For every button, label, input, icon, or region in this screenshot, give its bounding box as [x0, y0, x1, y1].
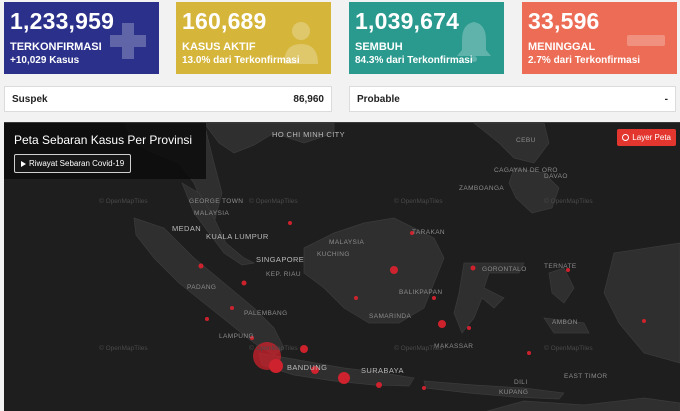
map-canvas[interactable]	[4, 123, 680, 411]
summary-cards: 1,233,959 TERKONFIRMASI +10,029 Kasus 16…	[4, 2, 677, 74]
recovered-label: SEMBUH	[355, 41, 403, 53]
city-kl: KUALA LUMPUR	[206, 232, 269, 241]
city-samarinda: SAMARINDA	[369, 313, 412, 320]
suspek-stat: Suspek 86,960	[4, 86, 332, 112]
attribution-6: © OpenMapTiles	[249, 345, 298, 352]
probable-label: Probable	[357, 93, 400, 105]
attribution-1: © OpenMapTiles	[99, 198, 148, 205]
city-georgetown: GEORGE TOWN	[189, 198, 244, 205]
map-title-panel: Peta Sebaran Kasus Per Provinsi Riwayat …	[4, 123, 206, 179]
active-sub: 13.0% dari Terkonfirmasi	[182, 55, 300, 66]
city-davao: DAVAO	[544, 173, 568, 180]
deaths-label: MENINGGAL	[528, 41, 596, 53]
probable-stat: Probable -	[349, 86, 676, 112]
card-confirmed: 1,233,959 TERKONFIRMASI +10,029 Kasus	[4, 2, 159, 74]
city-kep-riau: KEP. RIAU	[266, 271, 301, 278]
layers-icon	[622, 134, 630, 141]
minus-icon	[627, 35, 665, 46]
card-active: 160,689 KASUS AKTIF 13.0% dari Terkonfir…	[176, 2, 331, 74]
card-deaths: 33,596 MENINGGAL 2.7% dari Terkonfirmasi	[522, 2, 677, 74]
province-map[interactable]: HO CHI MINH CITY GEORGE TOWN MALAYSIA MA…	[4, 122, 680, 411]
city-tarakan: TARAKAN	[412, 229, 446, 236]
city-gorontalo: GORONTALO	[482, 266, 527, 273]
city-dili: DILI	[514, 379, 528, 386]
layer-button-label: Layer Peta	[632, 133, 671, 142]
plus-icon	[110, 23, 146, 59]
city-zamboanga: ZAMBOANGA	[459, 185, 505, 192]
history-button[interactable]: Riwayat Sebaran Covid-19	[14, 154, 132, 173]
city-palembang: PALEMBANG	[244, 310, 288, 317]
attribution-4: © OpenMapTiles	[544, 198, 593, 205]
city-medan: MEDAN	[172, 224, 202, 233]
city-bandung: BANDUNG	[287, 363, 328, 372]
city-cagayan: CAGAYAN DE ORO	[494, 167, 558, 174]
active-value: 160,689	[182, 8, 267, 34]
city-balikpapan: BALIKPAPAN	[399, 289, 443, 296]
play-icon	[21, 160, 26, 167]
map-title: Peta Sebaran Kasus Per Provinsi	[14, 133, 193, 147]
confirmed-label: TERKONFIRMASI	[10, 41, 102, 53]
deaths-value: 33,596	[528, 8, 600, 34]
city-makassar: MAKASSAR	[434, 343, 474, 350]
attribution-2: © OpenMapTiles	[249, 198, 298, 205]
attribution-7: © OpenMapTiles	[394, 345, 443, 352]
city-east-timor: EAST TIMOR	[564, 373, 608, 380]
city-ambon: AMBON	[552, 319, 578, 326]
recovered-value: 1,039,674	[355, 8, 460, 34]
suspek-value: 86,960	[293, 93, 324, 105]
doctor-icon	[284, 22, 318, 64]
city-padang: PADANG	[187, 284, 217, 291]
card-recovered: 1,039,674 SEMBUH 84.3% dari Terkonfirmas…	[349, 2, 504, 74]
city-kuching: KUCHING	[317, 251, 350, 258]
attribution-8: © OpenMapTiles	[544, 345, 593, 352]
layer-button[interactable]: Layer Peta	[617, 129, 676, 146]
deaths-sub: 2.7% dari Terkonfirmasi	[528, 55, 641, 66]
attribution-3: © OpenMapTiles	[394, 198, 443, 205]
bell-icon	[457, 22, 491, 62]
confirmed-value: 1,233,959	[10, 8, 115, 34]
attribution-5: © OpenMapTiles	[99, 345, 148, 352]
history-button-label: Riwayat Sebaran Covid-19	[29, 159, 125, 168]
city-cebu: CEBU	[516, 137, 536, 144]
active-label: KASUS AKTIF	[182, 41, 256, 53]
city-malaysia-2: MALAYSIA	[329, 239, 365, 246]
recovered-sub: 84.3% dari Terkonfirmasi	[355, 55, 473, 66]
city-singapore: SINGAPORE	[256, 255, 305, 264]
city-malaysia: MALAYSIA	[194, 210, 230, 217]
city-surabaya: SURABAYA	[361, 366, 404, 375]
city-hcm: HO CHI MINH CITY	[272, 130, 346, 139]
probable-value: -	[664, 93, 668, 105]
city-lampung: LAMPUNG	[219, 333, 254, 340]
suspek-label: Suspek	[12, 93, 48, 105]
city-ternate: TERNATE	[544, 263, 577, 270]
confirmed-sub: +10,029 Kasus	[10, 55, 80, 66]
city-kupang: KUPANG	[499, 389, 529, 396]
